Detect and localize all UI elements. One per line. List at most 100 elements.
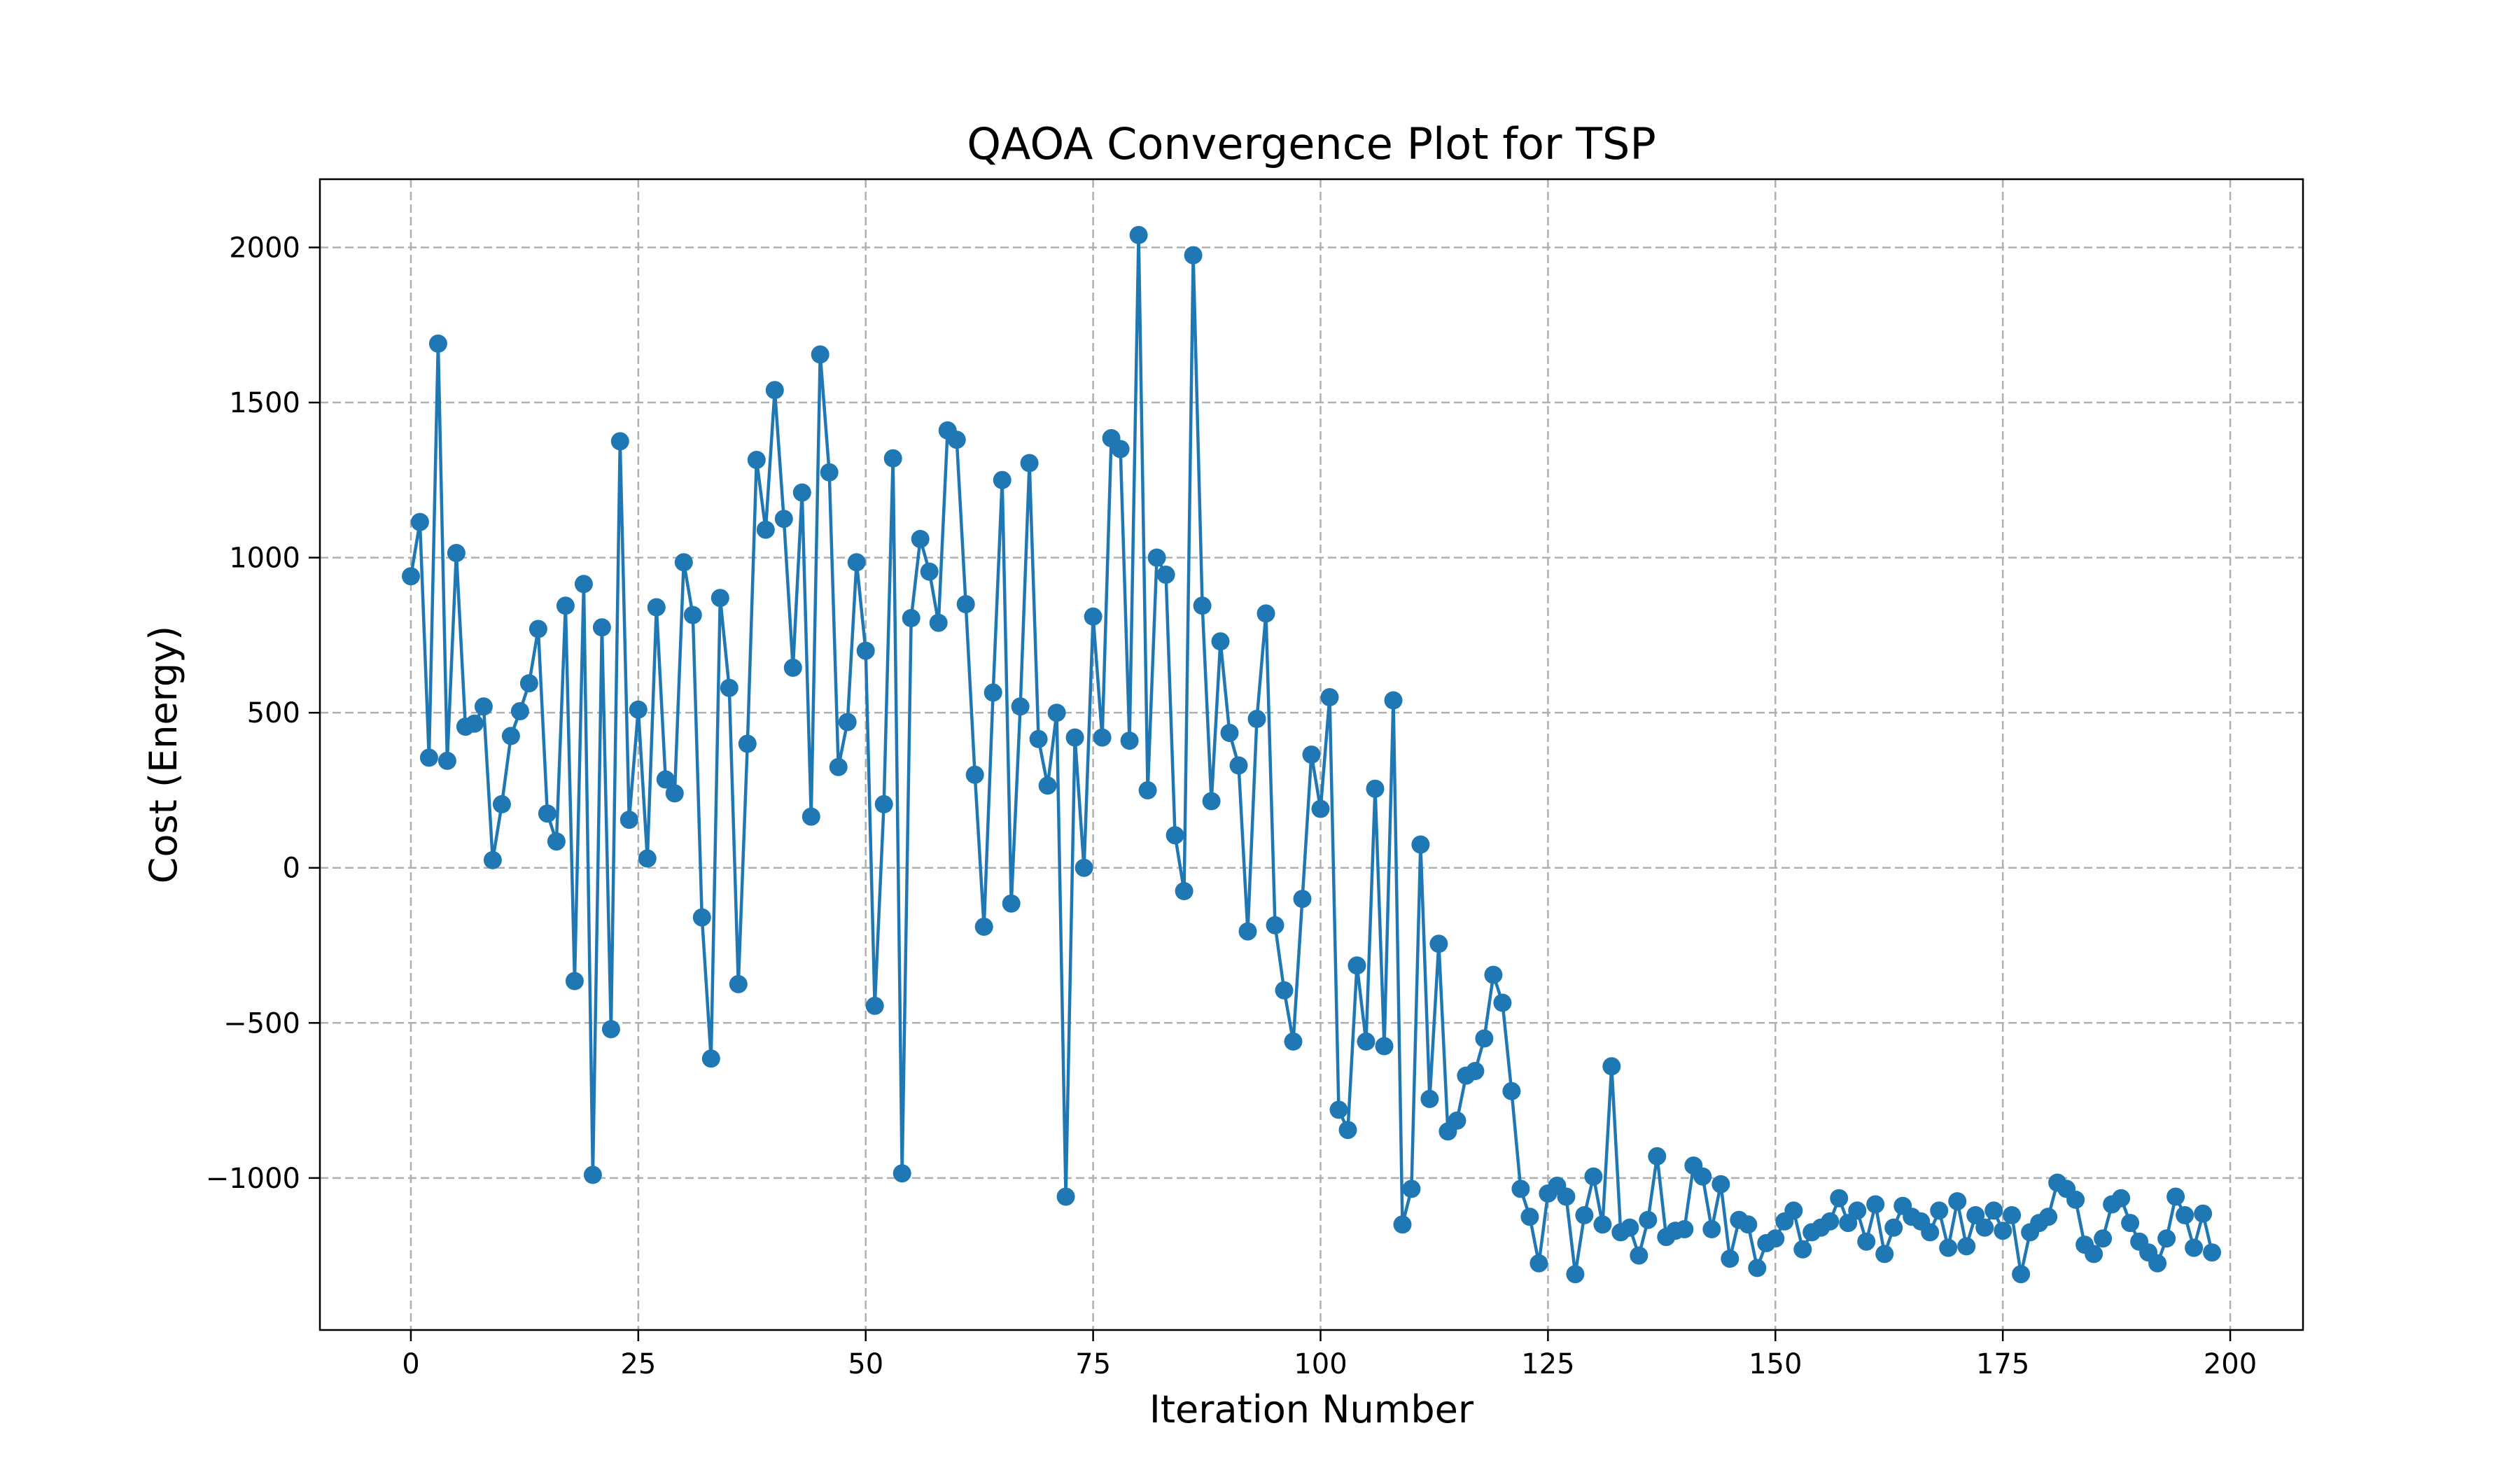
data-point xyxy=(947,430,966,449)
data-point xyxy=(1074,858,1093,877)
data-point xyxy=(629,700,648,719)
data-point xyxy=(519,674,538,693)
data-point xyxy=(1957,1237,1976,1256)
data-point xyxy=(1930,1201,1949,1220)
data-point xyxy=(1793,1240,1812,1259)
data-point xyxy=(983,683,1002,702)
data-point xyxy=(2203,1243,2221,1262)
data-point xyxy=(1502,1082,1521,1100)
data-point xyxy=(1275,981,1294,1000)
data-point xyxy=(1175,882,1194,900)
data-point xyxy=(683,606,702,624)
data-point xyxy=(1575,1206,1594,1224)
data-point xyxy=(1939,1238,1958,1257)
data-point xyxy=(1147,548,1166,567)
data-point xyxy=(1766,1229,1785,1248)
data-point xyxy=(838,713,857,732)
data-point xyxy=(811,345,830,364)
data-point xyxy=(993,470,1011,489)
data-point xyxy=(665,784,684,803)
data-point xyxy=(874,794,893,813)
data-point xyxy=(1830,1189,1849,1208)
data-point xyxy=(1302,746,1321,764)
data-point xyxy=(1493,993,1512,1012)
data-point xyxy=(747,451,766,469)
data-point xyxy=(1202,792,1221,811)
y-tick-label: 2000 xyxy=(229,232,300,264)
data-point xyxy=(701,1049,720,1068)
data-point xyxy=(1848,1201,1867,1220)
data-point xyxy=(829,757,848,776)
data-point xyxy=(1593,1215,1612,1234)
data-point xyxy=(1520,1208,1539,1226)
data-point xyxy=(547,832,566,851)
series-layer xyxy=(402,225,2221,1284)
data-point xyxy=(638,849,657,868)
data-point xyxy=(1866,1195,1885,1214)
data-point xyxy=(1120,732,1139,750)
data-point xyxy=(1029,729,1048,748)
data-point xyxy=(1675,1220,1694,1238)
x-tick-label: 25 xyxy=(620,1348,656,1380)
data-point xyxy=(1875,1245,1894,1264)
data-point xyxy=(1093,728,1112,747)
data-point xyxy=(756,520,775,539)
data-point xyxy=(2066,1190,2085,1209)
chart-title: QAOA Convergence Plot for TSP xyxy=(967,118,1656,169)
data-point xyxy=(1266,916,1284,934)
data-point xyxy=(710,589,729,608)
data-point xyxy=(1712,1175,1730,1194)
data-point xyxy=(474,697,493,716)
data-point xyxy=(1584,1167,1603,1186)
y-tick-label: 1000 xyxy=(229,542,300,575)
data-point xyxy=(902,609,920,627)
data-point xyxy=(647,598,666,617)
data-point xyxy=(592,618,611,637)
data-point xyxy=(1420,1089,1439,1108)
data-point xyxy=(2148,1254,2167,1273)
data-point xyxy=(1184,246,1203,265)
data-point xyxy=(1156,566,1175,584)
data-point xyxy=(1211,632,1230,651)
data-point xyxy=(2039,1208,2058,1226)
y-tick-label: −1000 xyxy=(206,1163,300,1195)
data-point xyxy=(1402,1180,1421,1198)
data-point xyxy=(1229,756,1248,775)
data-point xyxy=(1011,697,1030,716)
data-point xyxy=(2094,1229,2113,1248)
data-point xyxy=(674,553,693,572)
data-point xyxy=(783,658,802,677)
data-point xyxy=(1702,1220,1721,1238)
x-tick-label: 125 xyxy=(1521,1348,1574,1380)
data-point xyxy=(574,575,593,594)
data-point xyxy=(1238,922,1257,941)
data-point xyxy=(447,544,465,562)
y-tick-label: 0 xyxy=(283,853,300,885)
data-point xyxy=(929,613,948,632)
data-point xyxy=(1739,1215,1758,1234)
data-point xyxy=(1393,1215,1412,1234)
data-point xyxy=(1020,454,1039,472)
data-point xyxy=(792,483,811,502)
data-point xyxy=(1284,1032,1303,1051)
data-point xyxy=(1411,835,1430,854)
data-point xyxy=(1994,1222,2012,1240)
data-point xyxy=(620,811,638,830)
data-point xyxy=(428,334,447,353)
data-point xyxy=(1366,779,1385,798)
data-point xyxy=(1311,799,1330,818)
data-point xyxy=(492,794,511,813)
data-point xyxy=(483,850,502,869)
data-point xyxy=(1065,728,1084,747)
data-point xyxy=(2003,1206,2022,1224)
data-point xyxy=(802,807,820,826)
data-point xyxy=(820,463,839,482)
data-point xyxy=(556,596,575,615)
data-point xyxy=(2176,1206,2194,1224)
data-point xyxy=(1557,1187,1576,1206)
data-point xyxy=(1166,826,1184,845)
data-point xyxy=(402,567,420,586)
data-point xyxy=(1320,688,1339,706)
data-point xyxy=(565,972,584,990)
